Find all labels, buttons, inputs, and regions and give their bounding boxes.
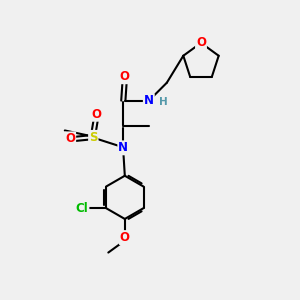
Text: O: O — [91, 108, 101, 121]
Text: O: O — [65, 132, 75, 146]
Text: N: N — [118, 141, 128, 154]
Text: O: O — [120, 231, 130, 244]
Text: S: S — [89, 131, 98, 144]
Text: O: O — [120, 70, 130, 83]
Text: N: N — [144, 94, 154, 107]
Text: Cl: Cl — [76, 202, 88, 215]
Text: H: H — [159, 97, 168, 107]
Text: O: O — [196, 36, 206, 50]
